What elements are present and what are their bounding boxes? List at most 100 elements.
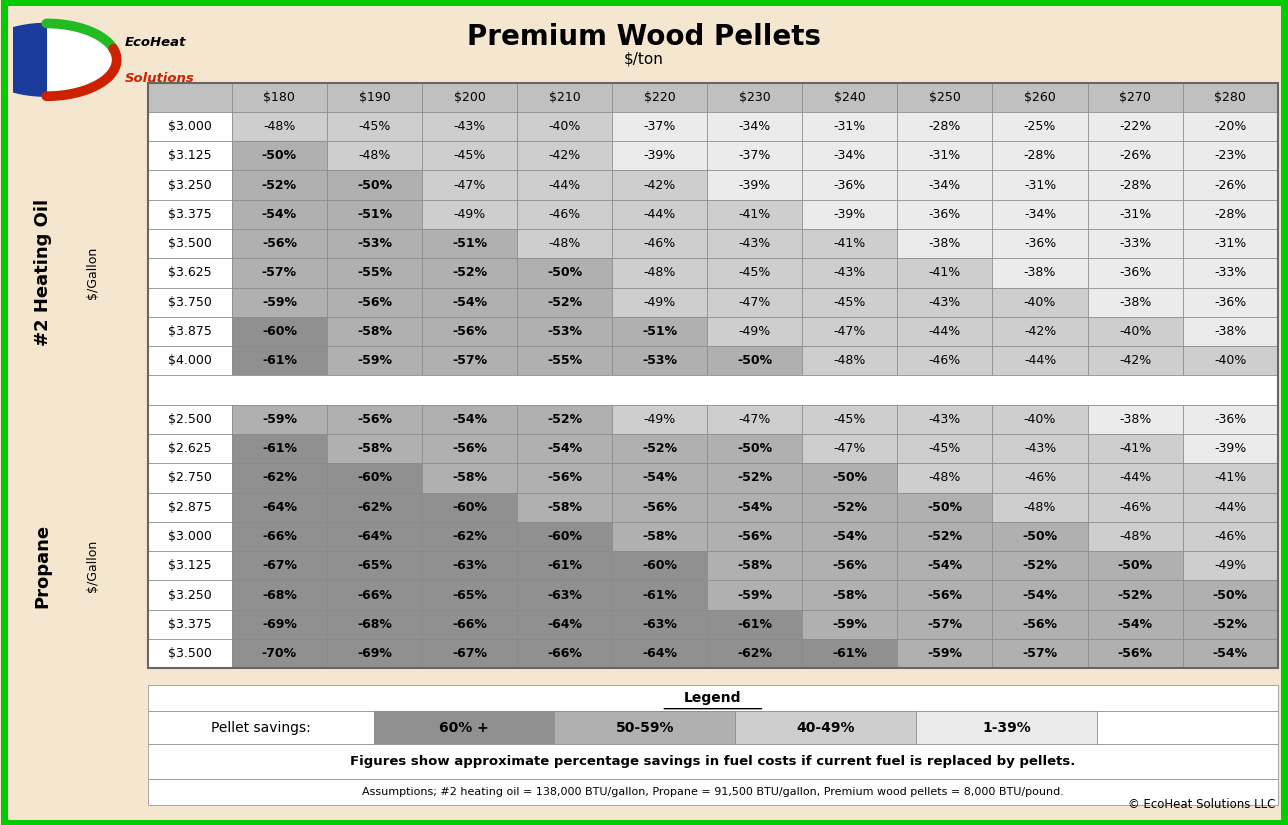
Text: $3.125: $3.125	[169, 559, 211, 573]
FancyBboxPatch shape	[802, 82, 898, 111]
FancyBboxPatch shape	[898, 580, 993, 610]
FancyBboxPatch shape	[516, 346, 612, 375]
Text: -57%: -57%	[927, 618, 962, 631]
Text: -56%: -56%	[357, 295, 392, 309]
Text: -39%: -39%	[833, 208, 866, 221]
Text: 50-59%: 50-59%	[616, 721, 674, 734]
FancyBboxPatch shape	[802, 111, 898, 141]
Text: $190: $190	[358, 91, 390, 104]
FancyBboxPatch shape	[232, 434, 327, 463]
Text: -56%: -56%	[261, 237, 296, 250]
Text: -45%: -45%	[358, 120, 390, 133]
Text: -47%: -47%	[738, 295, 772, 309]
FancyBboxPatch shape	[148, 610, 232, 639]
Text: -40%: -40%	[1215, 354, 1247, 367]
FancyBboxPatch shape	[148, 258, 232, 287]
Text: -39%: -39%	[738, 178, 772, 191]
Text: -59%: -59%	[832, 618, 867, 631]
FancyBboxPatch shape	[802, 551, 898, 580]
FancyBboxPatch shape	[327, 346, 422, 375]
FancyBboxPatch shape	[422, 141, 516, 170]
FancyBboxPatch shape	[1087, 229, 1182, 258]
FancyBboxPatch shape	[707, 639, 802, 668]
FancyBboxPatch shape	[422, 200, 516, 229]
FancyBboxPatch shape	[148, 346, 232, 375]
Text: -49%: -49%	[644, 412, 676, 426]
Text: -46%: -46%	[1215, 530, 1247, 543]
Text: -42%: -42%	[1119, 354, 1151, 367]
Text: -48%: -48%	[1024, 501, 1056, 514]
Text: -48%: -48%	[929, 471, 961, 484]
FancyBboxPatch shape	[232, 551, 327, 580]
Text: -28%: -28%	[1215, 208, 1247, 221]
FancyBboxPatch shape	[993, 200, 1087, 229]
FancyBboxPatch shape	[1087, 463, 1182, 493]
FancyBboxPatch shape	[802, 317, 898, 346]
Text: -62%: -62%	[261, 471, 296, 484]
Text: -49%: -49%	[644, 295, 676, 309]
FancyBboxPatch shape	[516, 610, 612, 639]
Text: -34%: -34%	[1024, 208, 1056, 221]
FancyBboxPatch shape	[327, 493, 422, 521]
Text: -57%: -57%	[261, 266, 298, 280]
FancyBboxPatch shape	[612, 200, 707, 229]
Text: -62%: -62%	[737, 647, 773, 660]
Text: -67%: -67%	[261, 559, 296, 573]
FancyBboxPatch shape	[327, 111, 422, 141]
Text: -56%: -56%	[452, 325, 487, 338]
Text: $3.500: $3.500	[167, 237, 213, 250]
Text: -43%: -43%	[738, 237, 772, 250]
Text: -36%: -36%	[1215, 412, 1247, 426]
Text: -51%: -51%	[643, 325, 677, 338]
Text: -53%: -53%	[357, 237, 392, 250]
FancyBboxPatch shape	[422, 229, 516, 258]
FancyBboxPatch shape	[802, 171, 898, 200]
Text: -54%: -54%	[643, 471, 677, 484]
FancyBboxPatch shape	[612, 287, 707, 317]
Text: -43%: -43%	[929, 412, 961, 426]
FancyBboxPatch shape	[516, 317, 612, 346]
FancyBboxPatch shape	[1087, 551, 1182, 580]
FancyBboxPatch shape	[612, 404, 707, 434]
Text: -70%: -70%	[261, 647, 298, 660]
Text: EcoHeat: EcoHeat	[125, 36, 187, 49]
Text: -39%: -39%	[1215, 442, 1247, 455]
FancyBboxPatch shape	[1087, 580, 1182, 610]
Text: -61%: -61%	[261, 442, 296, 455]
Text: Propane: Propane	[33, 524, 52, 608]
FancyBboxPatch shape	[148, 317, 232, 346]
Text: -69%: -69%	[261, 618, 296, 631]
FancyBboxPatch shape	[612, 258, 707, 287]
FancyBboxPatch shape	[802, 404, 898, 434]
FancyBboxPatch shape	[612, 551, 707, 580]
FancyBboxPatch shape	[993, 463, 1087, 493]
FancyBboxPatch shape	[1182, 111, 1278, 141]
FancyBboxPatch shape	[422, 580, 516, 610]
Text: -45%: -45%	[833, 412, 866, 426]
Text: -28%: -28%	[929, 120, 961, 133]
Text: -62%: -62%	[357, 501, 392, 514]
FancyBboxPatch shape	[612, 111, 707, 141]
FancyBboxPatch shape	[327, 404, 422, 434]
FancyBboxPatch shape	[993, 434, 1087, 463]
Text: -56%: -56%	[832, 559, 867, 573]
FancyBboxPatch shape	[707, 229, 802, 258]
FancyBboxPatch shape	[1087, 111, 1182, 141]
Text: -52%: -52%	[452, 266, 487, 280]
FancyBboxPatch shape	[422, 171, 516, 200]
Text: -52%: -52%	[643, 442, 677, 455]
Text: -52%: -52%	[927, 530, 962, 543]
Text: -44%: -44%	[549, 178, 581, 191]
FancyBboxPatch shape	[148, 171, 232, 200]
Text: $3.750: $3.750	[167, 295, 213, 309]
FancyBboxPatch shape	[802, 639, 898, 668]
FancyBboxPatch shape	[802, 346, 898, 375]
FancyBboxPatch shape	[898, 171, 993, 200]
Text: -58%: -58%	[643, 530, 677, 543]
FancyBboxPatch shape	[707, 610, 802, 639]
Text: -42%: -42%	[644, 178, 676, 191]
Text: -47%: -47%	[453, 178, 486, 191]
FancyBboxPatch shape	[422, 82, 516, 111]
Text: -57%: -57%	[1023, 647, 1057, 660]
FancyBboxPatch shape	[516, 141, 612, 170]
